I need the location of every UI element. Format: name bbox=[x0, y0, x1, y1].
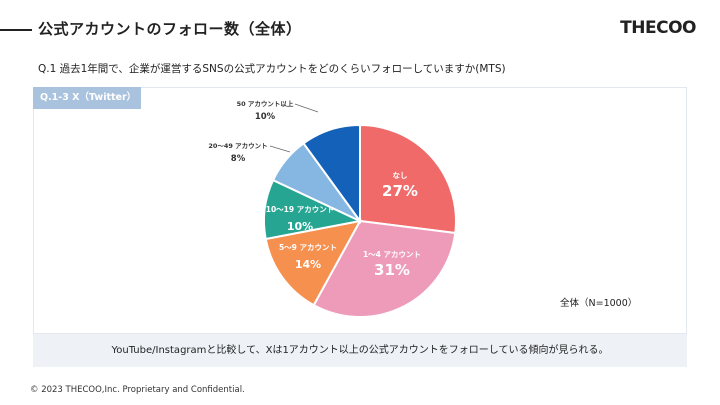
slice-none bbox=[359, 123, 457, 235]
slice-1-4-value: 31% bbox=[374, 261, 410, 279]
slice-20-49-label: 20～49 アカウント bbox=[208, 142, 267, 150]
slice-none-value: 27% bbox=[382, 182, 418, 200]
title-accent-line bbox=[0, 29, 32, 31]
chart-tag: Q.1-3 X（Twitter） bbox=[33, 87, 141, 109]
slice-50-plus bbox=[302, 123, 361, 225]
slice-1-4 bbox=[312, 219, 457, 318]
slice-20-49-value: 8% bbox=[231, 154, 246, 164]
copyright-footer: © 2023 THECOO,Inc. Proprietary and Confi… bbox=[30, 385, 245, 395]
slice-5-9 bbox=[264, 219, 362, 307]
slice-5-9-label: 5～9 アカウント bbox=[279, 243, 337, 252]
slice-50-plus-label: 50 アカウント以上 bbox=[237, 99, 294, 108]
slice-50-plus-value: 10% bbox=[255, 112, 276, 122]
question-text: Q.1 過去1年間で、企業が運営するSNSの公式アカウントをどのくらいフォローし… bbox=[38, 63, 506, 75]
slice-10-19-value: 10% bbox=[287, 220, 313, 233]
slice-1-4-label: 1～4 アカウント bbox=[363, 250, 421, 259]
conclusion-text: YouTube/Instagramと比較して、Xは1アカウント以上の公式アカウン… bbox=[33, 334, 687, 367]
sample-size-label: 全体（N=1000） bbox=[560, 298, 638, 309]
slice-20-49-leader-line bbox=[269, 145, 291, 153]
slice-5-9-value: 14% bbox=[295, 258, 321, 271]
slice-none-label: なし bbox=[393, 171, 408, 180]
brand-logo: THECOO bbox=[620, 18, 696, 38]
page-title: 公式アカウントのフォロー数（全体） bbox=[38, 20, 302, 38]
slice-50-plus-leader-line bbox=[294, 103, 319, 113]
slice-10-19-label: 10～19 アカウント bbox=[266, 205, 335, 214]
